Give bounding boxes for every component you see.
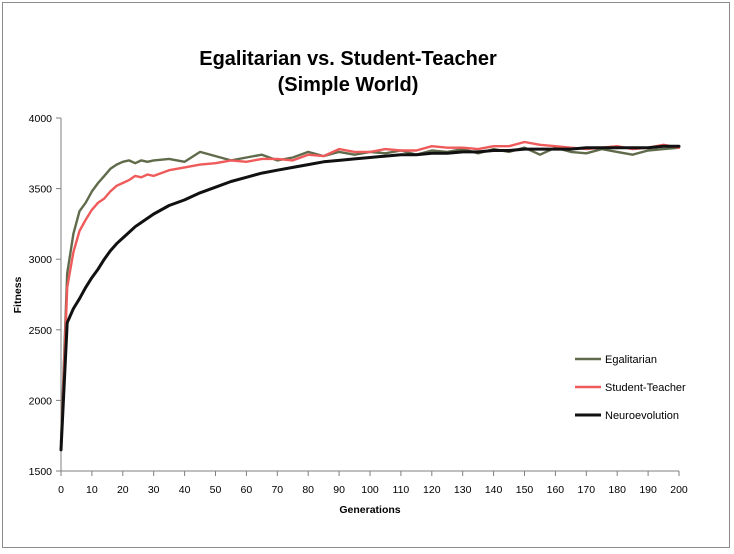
y-axis-label: Fitness: [12, 276, 24, 313]
series-line-egalitarian: [59, 146, 681, 444]
x-tick-label: 40: [179, 484, 191, 496]
y-tick-label: 4000: [29, 113, 53, 125]
y-tick-label: 3500: [29, 184, 53, 196]
x-tick-label: 20: [117, 484, 129, 496]
x-tick-label: 100: [361, 484, 379, 496]
y-tick-label: 2500: [29, 325, 53, 337]
x-tick-label: 170: [578, 484, 596, 496]
x-tick-label: 200: [670, 484, 688, 496]
x-axis-label: Generations: [339, 504, 400, 516]
chart-title-line-1: Egalitarian vs. Student-Teacher: [199, 48, 497, 70]
x-tick-label: 90: [333, 484, 345, 496]
series-line-student-teacher: [59, 140, 681, 451]
x-tick-label: 150: [516, 484, 534, 496]
x-tick-label: 120: [423, 484, 441, 496]
legend-label-student-teacher: Student-Teacher: [605, 382, 686, 394]
legend: Egalitarian Student-Teacher Neuroevolution: [575, 354, 686, 422]
x-tick-label: 50: [210, 484, 222, 496]
line-chart: Egalitarian vs. Student-Teacher (Simple …: [12, 48, 688, 516]
x-tick-label: 110: [393, 484, 410, 496]
chart-frame: Egalitarian vs. Student-Teacher (Simple …: [2, 2, 730, 548]
x-tick-label: 60: [241, 484, 253, 496]
x-tick-label: 130: [454, 484, 472, 496]
y-tick-label: 3000: [29, 254, 53, 266]
x-tick-label: 10: [86, 484, 98, 496]
x-tick-label: 160: [547, 484, 565, 496]
x-tick-label: 190: [639, 484, 657, 496]
series-lines: [59, 140, 681, 452]
y-tick-label: 2000: [29, 395, 53, 407]
series-line-neuroevolution: [59, 144, 681, 452]
legend-label-egalitarian: Egalitarian: [605, 354, 657, 366]
x-tick-label: 180: [608, 484, 626, 496]
axes: 1500 2000 2500 3000 3500 4000 0 10 20 30 40 50 60 70 8…: [29, 113, 688, 496]
legend-label-neuroevolution: Neuroevolution: [605, 410, 679, 422]
x-tick-label: 80: [302, 484, 314, 496]
chart-title-line-2: (Simple World): [278, 74, 419, 96]
y-tick-label: 1500: [29, 466, 53, 478]
x-tick-label: 30: [148, 484, 160, 496]
x-tick-label: 70: [271, 484, 283, 496]
x-tick-label: 140: [485, 484, 503, 496]
x-tick-label: 0: [58, 484, 64, 496]
